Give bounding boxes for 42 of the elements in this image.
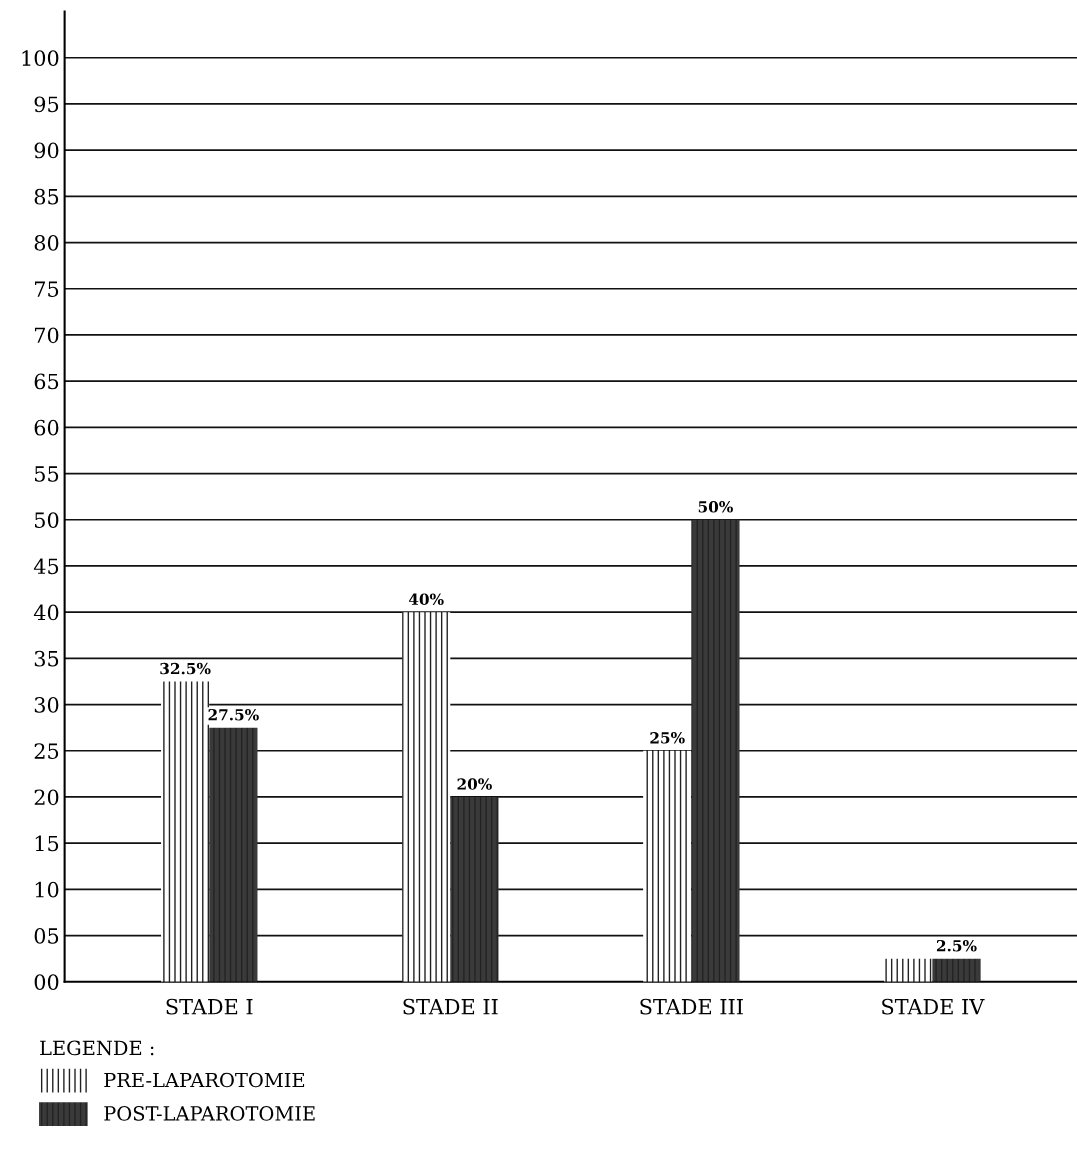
legend-label: POST-LAPAROTOMIE bbox=[104, 1106, 315, 1121]
y-tick-label: 30 bbox=[34, 697, 59, 713]
y-tick-label: 75 bbox=[35, 281, 59, 297]
y-tick-label: 05 bbox=[34, 928, 59, 944]
y-tick-label: 40 bbox=[33, 604, 59, 621]
bar bbox=[884, 958, 933, 982]
x-tick-label: STADE I bbox=[166, 998, 253, 1015]
y-tick-label: 15 bbox=[35, 835, 59, 852]
y-tick-label: 45 bbox=[33, 558, 59, 575]
bar bbox=[932, 958, 981, 982]
y-tick-label: 00 bbox=[34, 974, 59, 990]
legend-title: LEGENDE : bbox=[40, 1040, 154, 1056]
y-tick-label: 65 bbox=[34, 373, 59, 390]
data-label: 50% bbox=[698, 501, 733, 513]
legend-label: PRE-LAPAROTOMIE bbox=[104, 1072, 305, 1088]
x-tick-label: STADE IV bbox=[882, 998, 985, 1015]
y-tick-label: 50 bbox=[35, 512, 59, 528]
x-tick-label: STADE II bbox=[403, 998, 498, 1015]
bar bbox=[643, 750, 692, 982]
y-tick-label: 100 bbox=[22, 50, 59, 66]
data-label: 20% bbox=[457, 778, 492, 790]
y-tick-label: 70 bbox=[35, 327, 59, 344]
y-tick-label: 80 bbox=[34, 235, 59, 251]
x-tick-label: STADE III bbox=[640, 998, 743, 1015]
y-tick-label: 35 bbox=[34, 650, 59, 667]
data-label: 27.5% bbox=[208, 708, 259, 721]
y-tick-label: 25 bbox=[34, 743, 59, 759]
bar bbox=[161, 681, 210, 982]
y-tick-label: 60 bbox=[34, 419, 59, 436]
data-label: 25% bbox=[650, 732, 685, 744]
y-tick-label: 55 bbox=[35, 466, 59, 482]
y-tick-label: 85 bbox=[34, 188, 59, 205]
bar bbox=[691, 519, 740, 982]
y-tick-label: 10 bbox=[35, 881, 59, 898]
y-tick-label: 95 bbox=[34, 96, 59, 113]
data-label: 2.5% bbox=[936, 939, 977, 952]
data-label: 32.5% bbox=[160, 662, 211, 675]
bar bbox=[402, 612, 451, 982]
bar bbox=[209, 727, 258, 982]
y-tick-label: 90 bbox=[34, 142, 59, 159]
data-label: 40% bbox=[408, 593, 444, 606]
y-tick-label: 20 bbox=[34, 789, 59, 806]
